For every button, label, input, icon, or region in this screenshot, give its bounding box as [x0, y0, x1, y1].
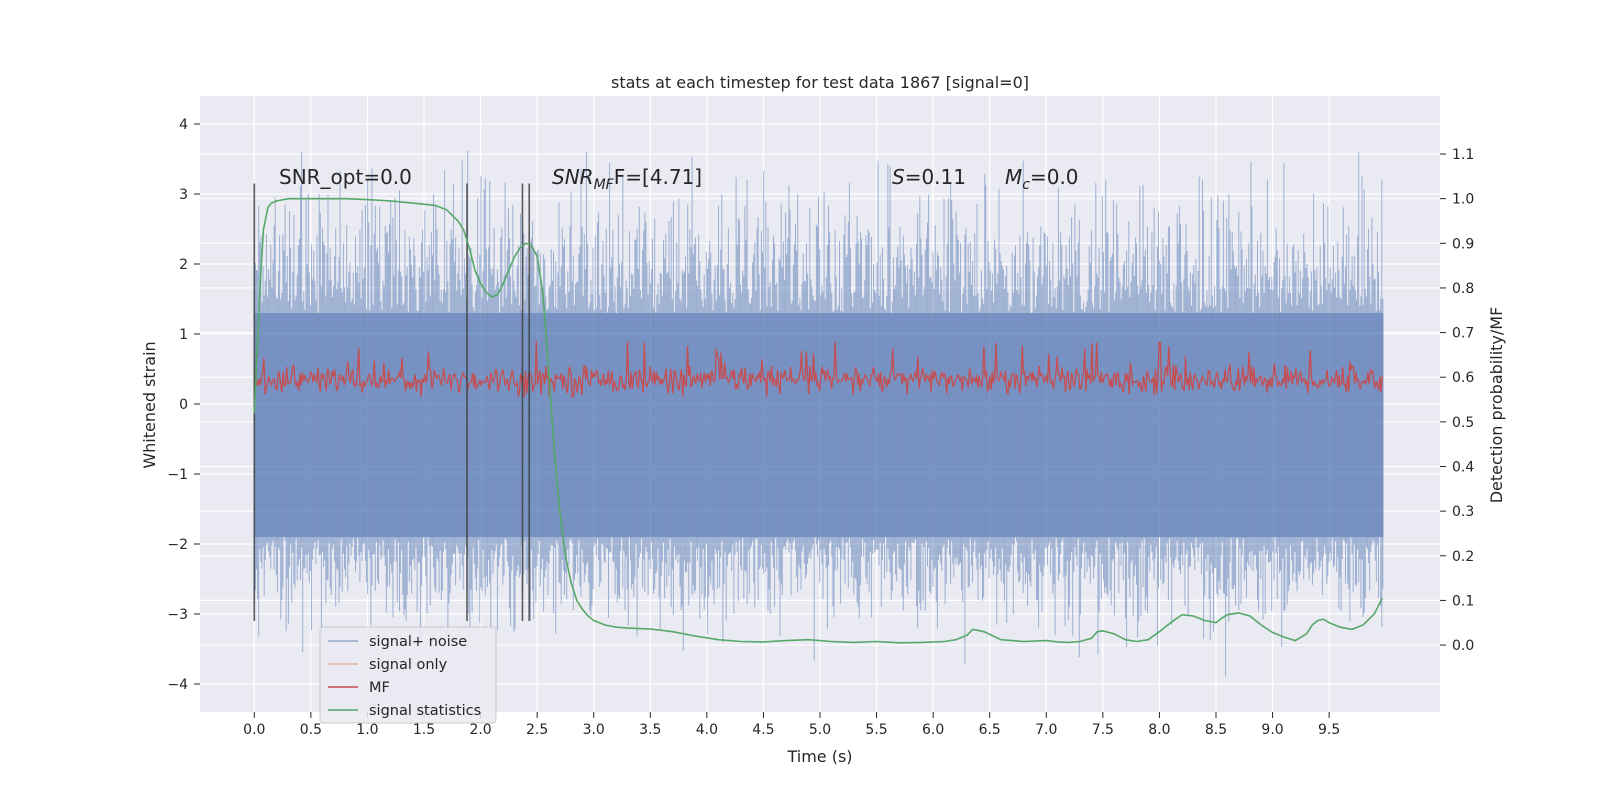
- x-tick-label: 8.0: [1148, 722, 1170, 738]
- legend-label-signal-noise: signal+ noise: [369, 634, 467, 650]
- vertical-markers: [253, 183, 531, 621]
- y-tick-label: 1: [179, 327, 188, 343]
- x-tick-label: 5.0: [809, 722, 831, 738]
- x-tick-label: 2.0: [469, 722, 491, 738]
- mc-sub: c: [1022, 177, 1030, 193]
- y2-axis-ticks: 0.0 0.1 0.2 0.3 0.4 0.5 0.6 0.7 0.8 0.9 1.0 1.1: [1440, 147, 1474, 654]
- legend: signal+ noise signal only MF signal stat…: [319, 626, 497, 724]
- legend-label-signal-only: signal only: [369, 657, 448, 673]
- y2-axis-label: Detection probability/MF: [1487, 307, 1506, 504]
- x-tick-label: 7.0: [1035, 722, 1057, 738]
- y-axis-ticks: −4 −3 −2 −1 0 1 2 3 4: [167, 117, 200, 693]
- y2-tick-label: 0.5: [1452, 415, 1474, 431]
- y2-tick-label: 0.1: [1452, 593, 1474, 609]
- x-tick-label: 1.0: [356, 722, 378, 738]
- mf-line: [253, 341, 1383, 399]
- y2-tick-label: 0.4: [1452, 459, 1474, 475]
- x-tick-label: 4.0: [696, 722, 718, 738]
- s-label: S: [892, 165, 905, 189]
- y2-tick-label: 1.0: [1452, 192, 1474, 208]
- y2-tick-label: 0.2: [1452, 549, 1474, 565]
- x-tick-label: 8.5: [1205, 722, 1227, 738]
- x-tick-label: 4.5: [752, 722, 774, 738]
- y2-tick-label: 0.9: [1452, 236, 1474, 252]
- y2-tick-label: 0.8: [1452, 281, 1474, 297]
- y2-tick-label: 0.7: [1452, 326, 1474, 342]
- y-tick-label: 0: [179, 397, 188, 413]
- snr-mf-annotation: SNRMFF=[4.71]: [552, 165, 702, 193]
- mc-annotation: Mc=0.0: [1005, 165, 1079, 193]
- y2-tick-label: 1.1: [1452, 147, 1474, 163]
- y-tick-label: −2: [167, 537, 188, 553]
- legend-label-signal-statistics: signal statistics: [369, 703, 481, 719]
- x-tick-label: 0.0: [243, 722, 265, 738]
- x-tick-label: 9.0: [1261, 722, 1283, 738]
- x-tick-label: 6.5: [979, 722, 1001, 738]
- mc-label: M: [1005, 165, 1022, 189]
- s-annotation: S=0.11: [892, 165, 966, 189]
- signal-statistics-series: [253, 197, 1384, 644]
- y-tick-label: −4: [167, 677, 188, 693]
- legend-label-mf: MF: [369, 680, 390, 696]
- x-tick-label: 9.5: [1318, 722, 1340, 738]
- y2-tick-label: 0.0: [1452, 638, 1474, 654]
- x-tick-label: 2.5: [526, 722, 548, 738]
- s-value: =0.11: [905, 165, 966, 189]
- x-axis-ticks: 0.0 0.5 1.0 1.5 2.0 2.5 3.0 3.5 4.0 4.5 5.0 5.5 6.0 6…: [243, 712, 1340, 738]
- signal-statistics-line: [253, 197, 1384, 644]
- mf-series: [253, 341, 1383, 399]
- y-axis-label: Whitened strain: [140, 341, 159, 468]
- snr-mf-sub: MF: [594, 177, 615, 193]
- snr-opt-annotation: SNR_opt=0.0: [279, 165, 412, 189]
- x-tick-label: 7.5: [1092, 722, 1114, 738]
- y-tick-label: 2: [179, 257, 188, 273]
- x-axis-label: Time (s): [786, 747, 852, 766]
- chart-title: stats at each timestep for test data 186…: [611, 73, 1029, 92]
- y-tick-label: 4: [179, 117, 188, 133]
- mc-value: =0.0: [1030, 165, 1079, 189]
- x-tick-label: 0.5: [300, 722, 322, 738]
- snr-mf-value: F=[4.71]: [614, 165, 702, 189]
- x-tick-label: 1.5: [413, 722, 435, 738]
- y2-tick-label: 0.6: [1452, 370, 1474, 386]
- x-tick-label: 3.0: [583, 722, 605, 738]
- x-tick-label: 3.5: [639, 722, 661, 738]
- y-tick-label: −3: [167, 607, 188, 623]
- legend-box: [319, 626, 497, 724]
- snr-mf-base: SNR: [552, 165, 594, 189]
- y2-tick-label: 0.3: [1452, 504, 1474, 520]
- x-tick-label: 6.0: [922, 722, 944, 738]
- x-tick-label: 5.5: [865, 722, 887, 738]
- y-tick-label: 3: [179, 187, 188, 203]
- y-tick-label: −1: [167, 467, 188, 483]
- signal-noise-series: [253, 151, 1384, 677]
